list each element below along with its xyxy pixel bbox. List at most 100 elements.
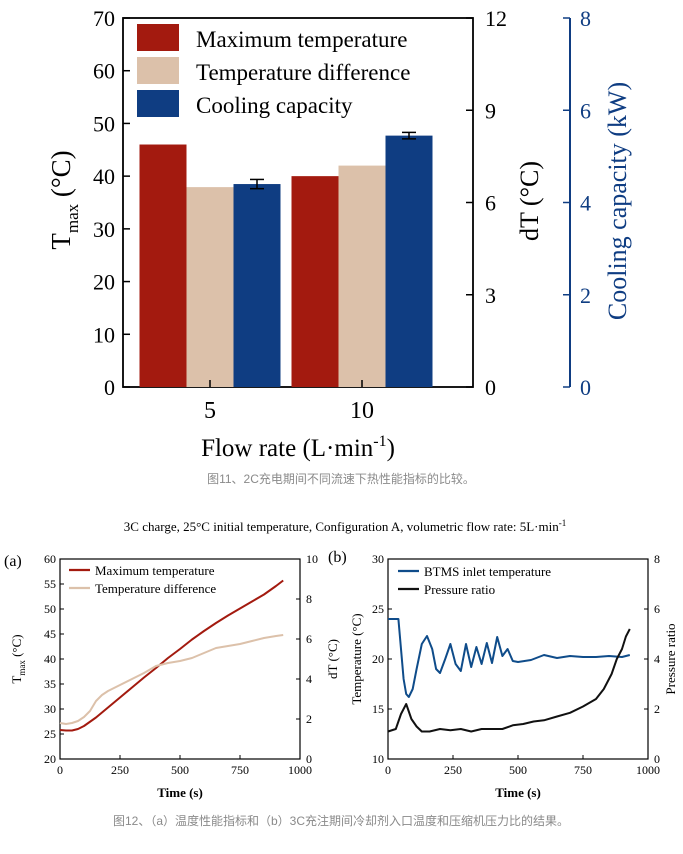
panel-a-legend: Maximum temperature Temperature differen… [69, 563, 216, 596]
ytick-left-label: 40 [44, 652, 56, 666]
legend-label-temp-diff: Temperature difference [196, 60, 410, 85]
fig11-ylabel-left: Tmax (°C) [46, 150, 82, 249]
fig11-xtick-label: 10 [350, 398, 374, 424]
fig11-ylabel-right1: dT (°C) [515, 161, 544, 241]
ytick-right-label: 0 [306, 752, 312, 766]
fig11-ytick-left-label: 50 [93, 111, 115, 136]
ytick-left-label: 25 [372, 602, 384, 616]
panel-a-label: (a) [4, 553, 22, 570]
ytick-right-label: 6 [306, 632, 312, 646]
legend-label-cooling: Cooling capacity [196, 93, 353, 118]
fig11-ytick-right2-label: 4 [580, 191, 591, 216]
legend-swatch-max-temp [137, 24, 179, 51]
fig11-ytick-right1-label: 12 [485, 6, 507, 31]
panel-b-ylabel-right: Pressure ratio [663, 623, 678, 694]
fig11-ytick-left-label: 0 [104, 375, 115, 400]
fig11-ytick-left-label: 30 [93, 217, 115, 242]
fig12-suptitle: 3C charge, 25°C initial temperature, Con… [124, 518, 566, 534]
bar-temp-diff [186, 187, 234, 387]
fig11-ytick-right2-label: 8 [580, 6, 591, 31]
fig11-axes: 0 10 20 30 40 50 60 70 0 3 6 9 12 0 2 4 6 8 5 10 [93, 6, 591, 424]
fig11-ytick-right2-label: 0 [580, 375, 591, 400]
ytick-right-label: 2 [654, 702, 660, 716]
fig11-xlabel: Flow rate (L·min-1) [201, 433, 395, 462]
line-inlet-temp [388, 618, 631, 698]
bar-cooling [385, 135, 433, 387]
fig11-ylabel-right2: Cooling capacity (kW) [603, 82, 632, 320]
line-pressure-ratio [387, 628, 631, 733]
bar-max-temp [139, 144, 187, 387]
legend-label-a-max-temp: Maximum temperature [95, 563, 215, 578]
ytick-left-label: 50 [44, 602, 56, 616]
legend-swatch-temp-diff [137, 57, 179, 84]
fig11-ytick-left-label: 40 [93, 164, 115, 189]
fig11-ytick-right1-label: 9 [485, 98, 496, 123]
bar-temp-diff [338, 165, 386, 387]
fig11-ytick-right1-label: 6 [485, 191, 496, 216]
ytick-right-label: 4 [654, 652, 660, 666]
ytick-left-label: 45 [44, 627, 56, 641]
panel-b-xlabel: Time (s) [495, 785, 541, 800]
xtick-label: 0 [385, 763, 391, 777]
fig12-caption: 图12、（a）温度性能指标和（b）3C充注期间冷却剂入口温度和压缩机压力比的结果… [113, 813, 569, 828]
fig11-bar-marks [139, 131, 433, 387]
ytick-right-label: 0 [654, 752, 660, 766]
xtick-label: 0 [57, 763, 63, 777]
ytick-left-label: 25 [44, 727, 56, 741]
xtick-label: 750 [231, 763, 249, 777]
fig11-ytick-left-label: 60 [93, 59, 115, 84]
ytick-left-label: 35 [44, 677, 56, 691]
panel-a-lines [59, 579, 284, 732]
legend-label-max-temp: Maximum temperature [196, 27, 407, 52]
fig12-panel-a: (a) 0 250 500 750 1000 20 25 30 35 40 45 50 55 60 0 2 4 6… [4, 552, 340, 800]
bar-cooling [233, 184, 281, 387]
panel-a-ylabel-left: Tmax (°C) [9, 634, 27, 683]
ytick-right-label: 8 [654, 552, 660, 566]
ytick-left-label: 55 [44, 577, 56, 591]
ytick-right-label: 8 [306, 592, 312, 606]
xtick-label: 250 [111, 763, 129, 777]
panel-b-label: (b) [328, 549, 347, 566]
xtick-label: 1000 [636, 763, 660, 777]
xtick-label: 500 [171, 763, 189, 777]
legend-label-b-pressure: Pressure ratio [424, 582, 495, 597]
ytick-left-label: 30 [372, 552, 384, 566]
panel-a-axes: 0 250 500 750 1000 20 25 30 35 40 45 50 55 60 0 2 4 6 8 10 [44, 552, 318, 777]
xtick-label: 250 [444, 763, 462, 777]
fig11-ytick-left-label: 10 [93, 322, 115, 347]
fig11-legend: Maximum temperature Temperature differen… [137, 24, 410, 118]
ytick-left-label: 20 [372, 652, 384, 666]
xtick-label: 750 [574, 763, 592, 777]
line-temp-diff [59, 634, 284, 725]
ytick-left-label: 30 [44, 702, 56, 716]
legend-swatch-cooling [137, 90, 179, 117]
fig11-xtick-label: 5 [204, 398, 216, 424]
panel-b-ylabel-left: Temperature (°C) [349, 613, 364, 704]
ytick-right-label: 10 [306, 552, 318, 566]
xtick-label: 1000 [288, 763, 312, 777]
legend-label-b-inlet: BTMS inlet temperature [424, 564, 551, 579]
line-max-temp [59, 579, 284, 732]
panel-b-lines [387, 618, 631, 733]
bar-max-temp [291, 176, 339, 387]
fig11-ytick-left-label: 20 [93, 270, 115, 295]
ytick-right-label: 6 [654, 602, 660, 616]
ytick-right-label: 2 [306, 712, 312, 726]
ytick-left-label: 20 [44, 752, 56, 766]
fig11-ytick-right2-label: 6 [580, 98, 591, 123]
ytick-left-label: 15 [372, 702, 384, 716]
panel-a-ylabel-right: dT (°C) [325, 639, 340, 679]
fig11-ytick-right1-label: 0 [485, 375, 496, 400]
fig11-bar-chart: 0 10 20 30 40 50 60 70 0 3 6 9 12 0 2 4 6 8 5 10 Maximum te… [46, 6, 632, 462]
xtick-label: 500 [509, 763, 527, 777]
legend-label-a-temp-diff: Temperature difference [95, 581, 216, 596]
panel-b-legend: BTMS inlet temperature Pressure ratio [398, 564, 551, 597]
ytick-left-label: 60 [44, 552, 56, 566]
fig12-panel-b: (b) 0 250 500 750 1000 10 15 20 25 30 0 2 4 6 8 BTMS i… [328, 549, 678, 800]
fig11-caption: 图11、2C充电期间不同流速下热性能指标的比较。 [207, 471, 475, 486]
ytick-left-label: 10 [372, 752, 384, 766]
fig11-ytick-right1-label: 3 [485, 283, 496, 308]
ytick-right-label: 4 [306, 672, 312, 686]
fig11-ytick-left-label: 70 [93, 6, 115, 31]
